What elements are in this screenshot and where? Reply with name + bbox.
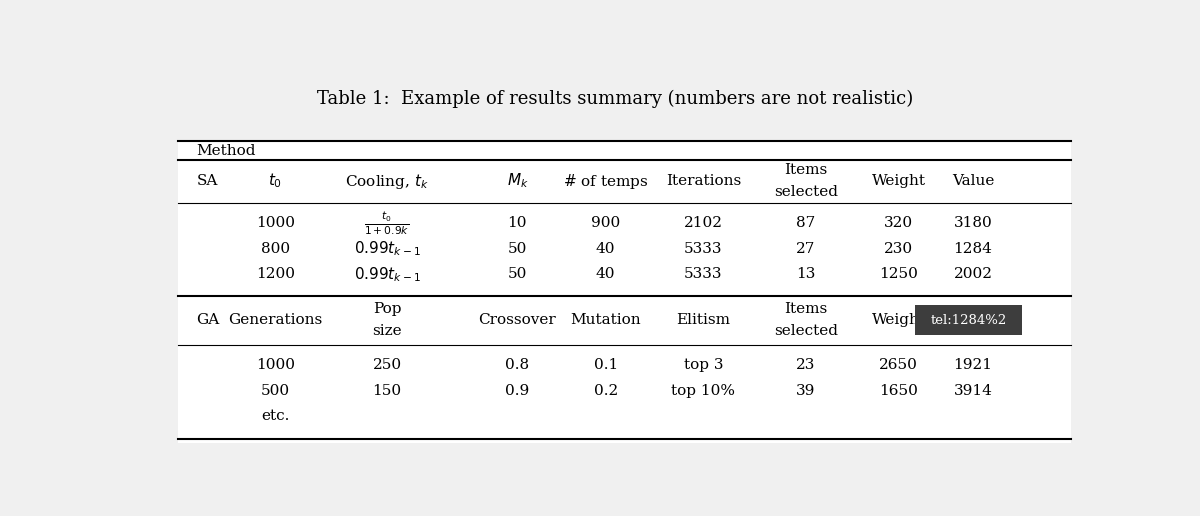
Text: 1000: 1000 [256, 216, 295, 230]
Text: 13: 13 [796, 267, 815, 282]
Text: 40: 40 [596, 241, 616, 255]
Text: 320: 320 [884, 216, 913, 230]
Text: 0.1: 0.1 [594, 358, 618, 372]
Text: 2650: 2650 [880, 358, 918, 372]
Text: Pop: Pop [373, 302, 401, 316]
Text: GA: GA [197, 313, 220, 327]
Text: 1921: 1921 [954, 358, 992, 372]
Text: $M_k$: $M_k$ [506, 172, 528, 190]
Text: 40: 40 [596, 267, 616, 282]
Text: etc.: etc. [262, 409, 289, 423]
Text: 27: 27 [796, 241, 815, 255]
Text: 39: 39 [796, 384, 815, 398]
Text: top 3: top 3 [684, 358, 724, 372]
Text: tel:1284%2: tel:1284%2 [930, 314, 1007, 327]
Text: Table 1:  Example of results summary (numbers are not realistic): Table 1: Example of results summary (num… [317, 90, 913, 108]
Text: 230: 230 [884, 241, 913, 255]
Text: Items: Items [784, 163, 827, 177]
Text: 0.2: 0.2 [594, 384, 618, 398]
Text: 1200: 1200 [256, 267, 295, 282]
Text: Generations: Generations [228, 313, 323, 327]
Text: 0.9: 0.9 [505, 384, 529, 398]
Text: 2002: 2002 [954, 267, 992, 282]
Text: Mutation: Mutation [570, 313, 641, 327]
Text: 500: 500 [260, 384, 290, 398]
Text: 5333: 5333 [684, 267, 722, 282]
Text: 900: 900 [592, 216, 620, 230]
Text: Items: Items [784, 302, 827, 316]
Text: 1284: 1284 [954, 241, 992, 255]
Text: 150: 150 [372, 384, 402, 398]
Text: 1000: 1000 [256, 358, 295, 372]
Text: 50: 50 [508, 267, 527, 282]
Text: 0.8: 0.8 [505, 358, 529, 372]
Text: $0.99t_{k-1}$: $0.99t_{k-1}$ [354, 265, 421, 284]
Text: Elitism: Elitism [677, 313, 731, 327]
FancyBboxPatch shape [178, 141, 1070, 443]
Text: Weight: Weight [871, 174, 925, 188]
Text: 10: 10 [508, 216, 527, 230]
Text: 1650: 1650 [880, 384, 918, 398]
Text: 5333: 5333 [684, 241, 722, 255]
Text: Iterations: Iterations [666, 174, 740, 188]
Text: 87: 87 [796, 216, 815, 230]
Text: Value: Value [952, 174, 995, 188]
Text: top 10%: top 10% [671, 384, 736, 398]
Text: $0.99t_{k-1}$: $0.99t_{k-1}$ [354, 239, 421, 258]
Text: size: size [372, 324, 402, 338]
Text: Crossover: Crossover [479, 313, 557, 327]
Text: selected: selected [774, 185, 838, 199]
Text: Method: Method [197, 144, 256, 158]
Text: 3180: 3180 [954, 216, 992, 230]
Text: 2102: 2102 [684, 216, 722, 230]
Text: $\#$ of temps: $\#$ of temps [563, 172, 648, 190]
Text: 3914: 3914 [954, 384, 992, 398]
Text: 250: 250 [372, 358, 402, 372]
Text: selected: selected [774, 324, 838, 338]
Text: Cooling, $t_k$: Cooling, $t_k$ [346, 172, 428, 190]
Text: 23: 23 [796, 358, 815, 372]
Text: Weight: Weight [871, 313, 925, 327]
Text: 800: 800 [260, 241, 290, 255]
Text: $t_0$: $t_0$ [269, 172, 283, 190]
Text: 50: 50 [508, 241, 527, 255]
Text: SA: SA [197, 174, 218, 188]
FancyBboxPatch shape [914, 305, 1022, 335]
Text: 1250: 1250 [880, 267, 918, 282]
Text: $\frac{t_0}{1+0.9k}$: $\frac{t_0}{1+0.9k}$ [365, 209, 410, 236]
